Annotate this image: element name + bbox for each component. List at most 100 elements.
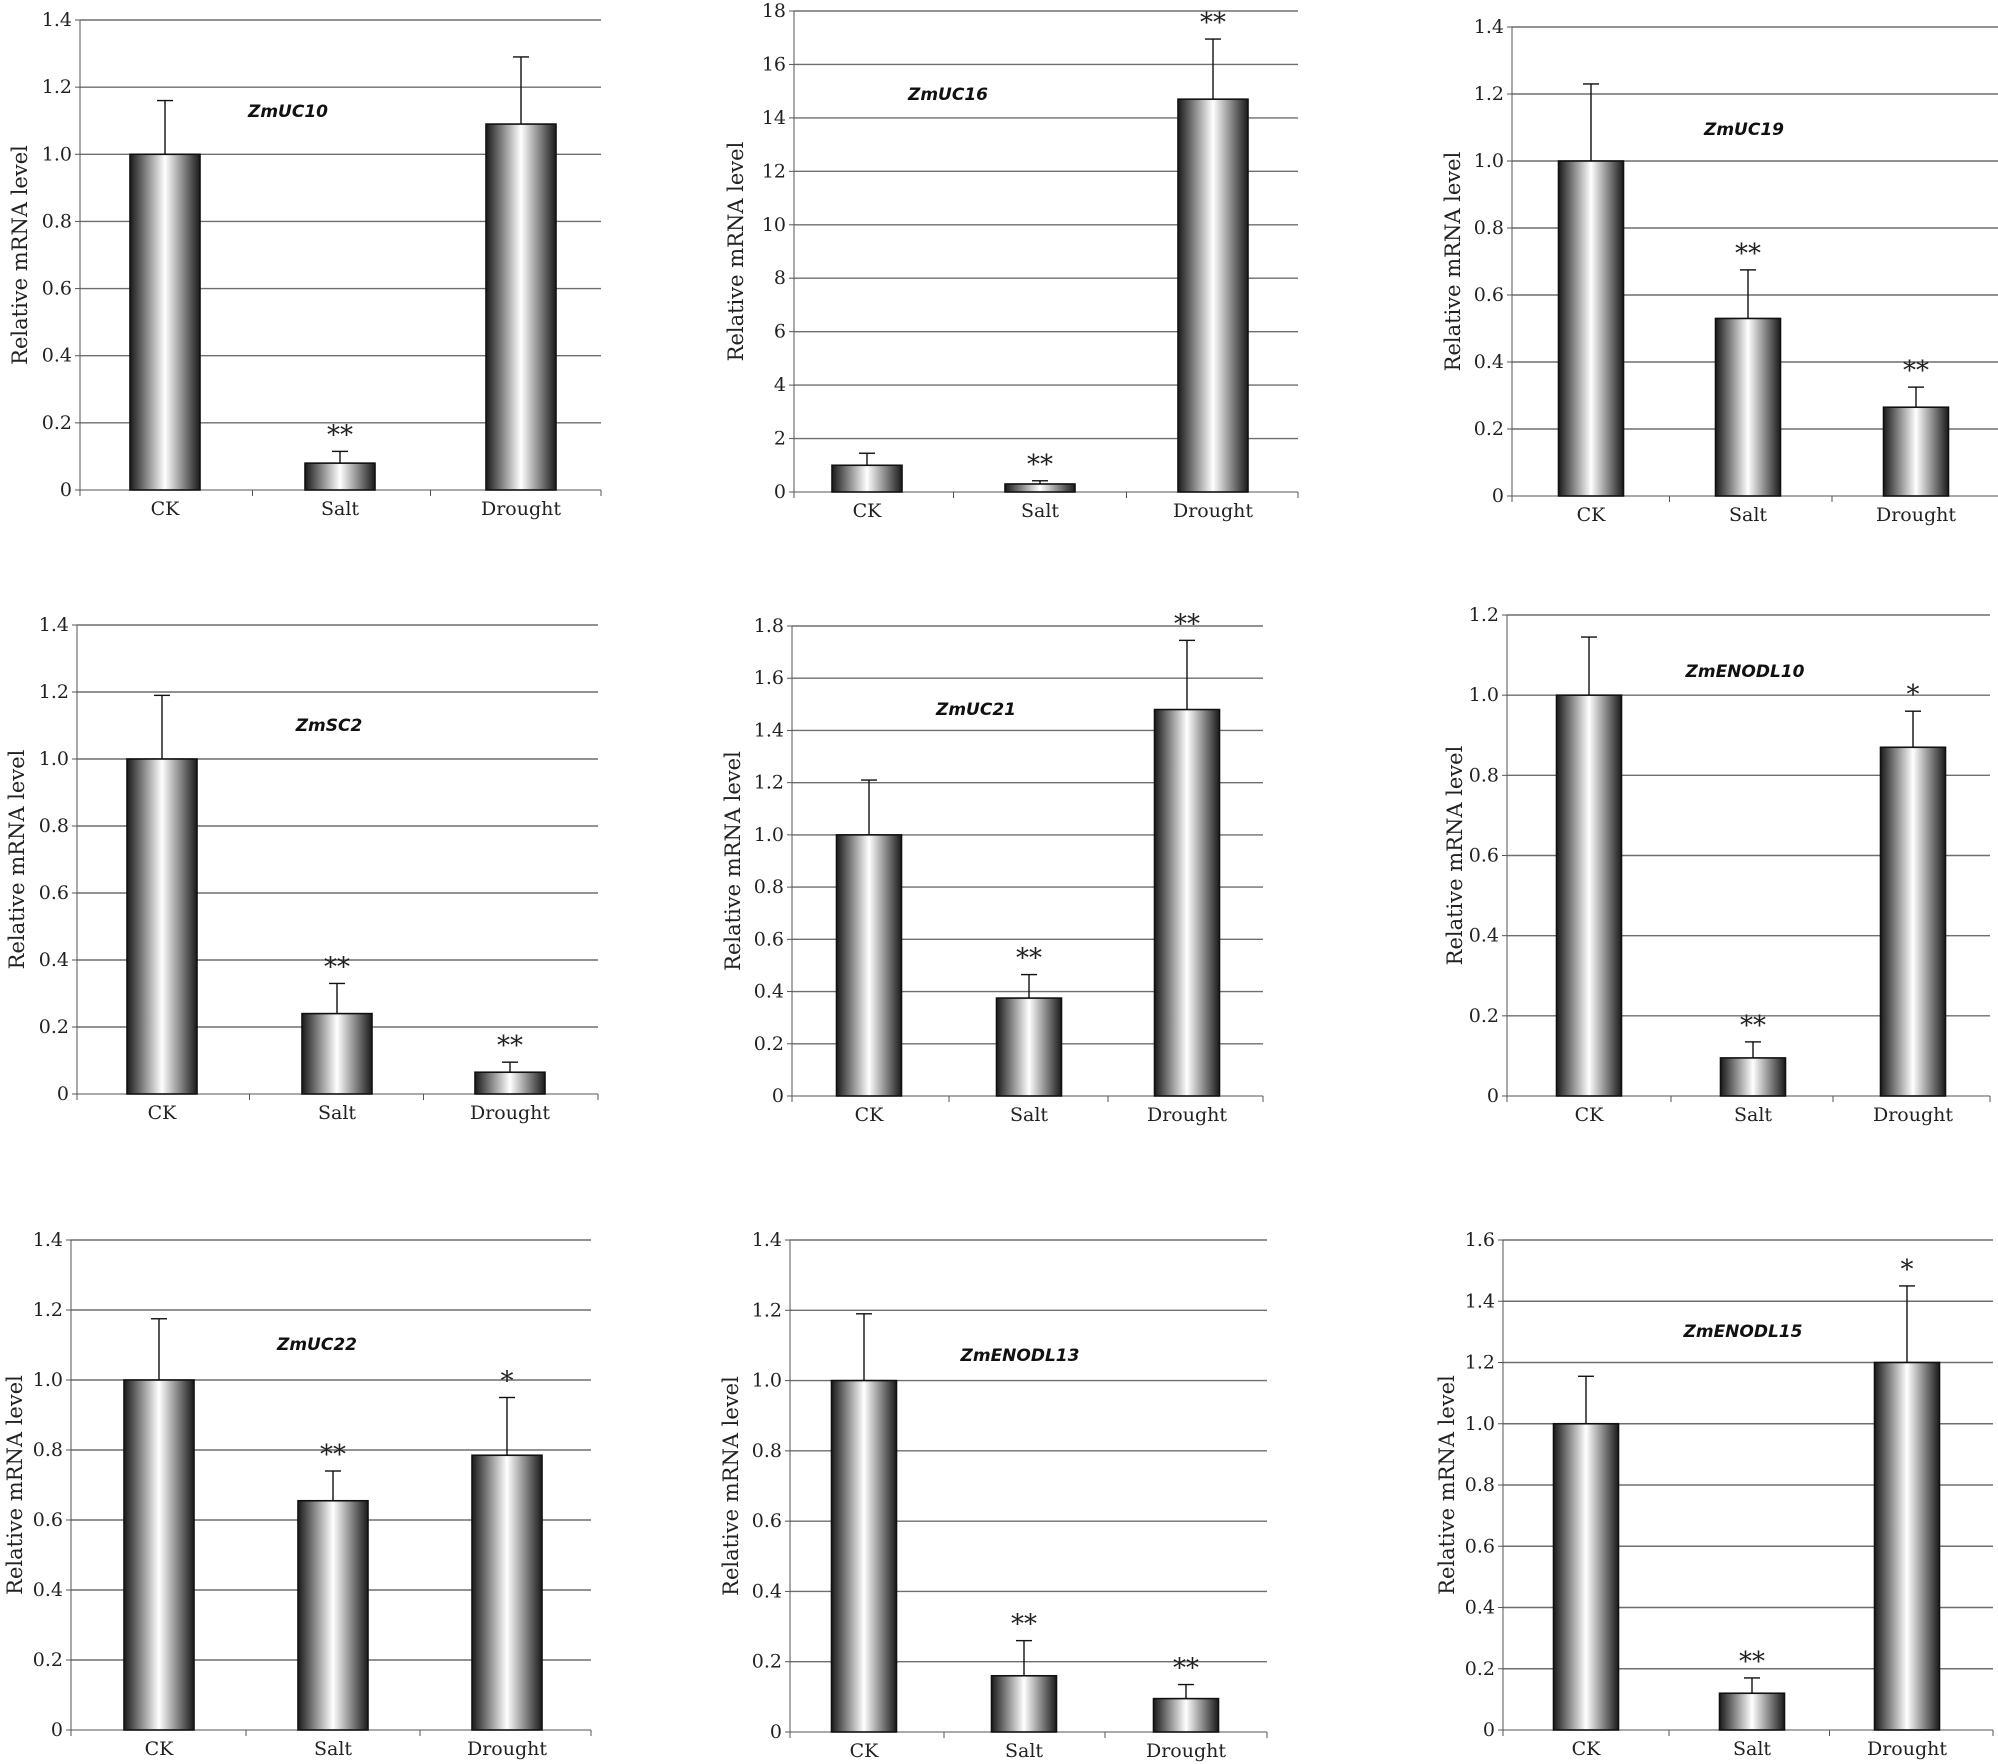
y-tick-label: 0.8 <box>39 815 69 837</box>
y-tick-label: 0 <box>772 1085 784 1107</box>
y-tick-label: 0.2 <box>752 1651 782 1673</box>
y-tick-label: 6 <box>774 321 786 343</box>
category-label-drought: Drought <box>1147 1104 1227 1126</box>
y-tick-label: 0 <box>1492 485 1504 507</box>
y-tick-label: 1.4 <box>1465 1290 1495 1312</box>
y-tick-label: 1.0 <box>1465 1413 1495 1435</box>
y-axis-label: Relative mRNA level <box>3 1375 27 1595</box>
y-tick-label: 1.6 <box>1465 1229 1495 1251</box>
y-tick-label: 1.2 <box>754 772 784 794</box>
chart-panel-zmenodl10: 0 0.2 0.4 0.6 0.8 1.0 1.2 Relative mRNA level CK… <box>1443 604 1991 1126</box>
bar-ck <box>835 834 903 1097</box>
bar-drought <box>1177 98 1249 493</box>
category-label-salt: Salt <box>1021 500 1059 522</box>
chart-panel-zmuc10: 0 0.2 0.4 0.6 0.8 1.0 1.2 1.4 Relative mRNA leve… <box>8 9 602 520</box>
y-axis-label: Relative mRNA level <box>721 751 745 971</box>
y-tick-label: 1.4 <box>1474 16 1504 38</box>
bar-salt <box>297 1499 369 1731</box>
bar-drought <box>1153 708 1221 1097</box>
y-tick-label: 0.2 <box>39 1016 69 1038</box>
y-tick-label: 0 <box>1487 1085 1499 1107</box>
chart-panel-zmuc21: 0 0.2 0.4 0.6 0.8 1.0 1.2 1.4 1.6 1.8 Relative mRN… <box>721 609 1264 1126</box>
bar-salt <box>1719 1057 1787 1097</box>
y-axis-label: Relative mRNA level <box>1441 151 1465 371</box>
y-tick-label: 0.4 <box>1465 1597 1495 1619</box>
y-axis-label: Relative mRNA level <box>719 1376 743 1596</box>
y-tick-label: 0 <box>770 1721 782 1743</box>
y-tick-label: 1.4 <box>42 9 72 31</box>
significance-mark: ** <box>1200 8 1226 38</box>
y-tick-label: 0.2 <box>1465 1658 1495 1680</box>
significance-mark: ** <box>497 1031 523 1061</box>
significance-mark: ** <box>1903 356 1929 386</box>
bar-ck <box>831 464 903 493</box>
category-label-drought: Drought <box>470 1102 550 1124</box>
significance-mark: ** <box>1174 609 1200 639</box>
significance-mark: ** <box>1027 450 1053 480</box>
y-tick-label: 1.2 <box>1465 1352 1495 1374</box>
y-tick-label: 14 <box>762 107 786 129</box>
y-tick-label: 0 <box>1483 1719 1495 1741</box>
bar-drought <box>1882 406 1950 497</box>
significance-mark: * <box>501 1367 514 1397</box>
bar-salt <box>995 997 1063 1097</box>
significance-mark: ** <box>327 420 353 450</box>
y-tick-label: 0.8 <box>1469 764 1499 786</box>
y-tick-label: 1.0 <box>33 1369 63 1391</box>
y-tick-label: 1.4 <box>752 1229 782 1251</box>
y-tick-label: 1.2 <box>752 1299 782 1321</box>
significance-mark: * <box>1907 680 1920 710</box>
y-tick-label: 1.2 <box>33 1299 63 1321</box>
chart-title: ZmUC22 <box>276 1335 357 1355</box>
category-label-ck: CK <box>148 1102 178 1124</box>
category-label-drought: Drought <box>467 1738 547 1760</box>
category-label-ck: CK <box>855 1104 885 1126</box>
y-tick-label: 12 <box>762 160 786 182</box>
category-label-ck: CK <box>145 1738 175 1760</box>
category-label-ck: CK <box>1575 1104 1605 1126</box>
bar-ck <box>1552 1422 1620 1731</box>
y-tick-label: 18 <box>762 0 786 22</box>
category-label-drought: Drought <box>1873 1104 1953 1126</box>
y-tick-label: 1.4 <box>39 614 69 636</box>
category-label-ck: CK <box>850 1740 880 1762</box>
category-label-drought: Drought <box>1173 500 1253 522</box>
bar-drought <box>1879 746 1947 1097</box>
bar-drought <box>485 123 557 491</box>
y-tick-label: 1.2 <box>1474 83 1504 105</box>
category-label-salt: Salt <box>1005 1740 1043 1762</box>
category-label-salt: Salt <box>1734 1104 1772 1126</box>
y-tick-label: 0.2 <box>42 412 72 434</box>
chart-panel-zmenodl15: 0 0.2 0.4 0.6 0.8 1.0 1.2 1.4 1.6 Relative mRNA l… <box>1435 1229 1994 1760</box>
y-tick-label: 10 <box>762 214 786 236</box>
chart-panel-zmuc22: 0 0.2 0.4 0.6 0.8 1.0 1.2 1.4 Relative mRNA leve… <box>3 1229 592 1760</box>
y-tick-label: 1.2 <box>1469 604 1499 626</box>
y-axis-label: Relative mRNA level <box>5 749 29 969</box>
y-tick-label: 1.0 <box>1469 684 1499 706</box>
y-tick-label: 0.8 <box>33 1439 63 1461</box>
significance-mark: ** <box>1740 1011 1766 1041</box>
y-tick-label: 0.6 <box>33 1509 63 1531</box>
chart-panel-zmsc2: 0 0.2 0.4 0.6 0.8 1.0 1.2 1.4 Relative mRNA leve… <box>5 614 599 1124</box>
chart-title: ZmUC16 <box>907 85 988 105</box>
y-tick-label: 0.4 <box>42 345 72 367</box>
y-tick-label: 1.2 <box>42 76 72 98</box>
bar-salt <box>304 462 376 491</box>
y-tick-label: 1.4 <box>33 1229 63 1251</box>
bar-ck <box>1555 694 1623 1097</box>
category-label-drought: Drought <box>1876 504 1956 526</box>
chart-panel-zmenodl13: 0 0.2 0.4 0.6 0.8 1.0 1.2 1.4 Relative mRNA leve… <box>719 1229 1268 1762</box>
y-tick-label: 1.8 <box>754 615 784 637</box>
bar-drought <box>474 1071 546 1095</box>
y-tick-label: 0.8 <box>752 1440 782 1462</box>
category-label-salt: Salt <box>318 1102 356 1124</box>
chart-title: ZmUC19 <box>1703 120 1784 140</box>
y-tick-label: 0.2 <box>1469 1005 1499 1027</box>
significance-mark: ** <box>1016 944 1042 974</box>
y-tick-label: 4 <box>774 374 786 396</box>
y-tick-label: 0.6 <box>1469 845 1499 867</box>
chart-title: ZmUC21 <box>935 700 1016 720</box>
bar-salt <box>1714 317 1782 497</box>
y-axis-label: Relative mRNA level <box>1443 745 1467 965</box>
significance-mark: ** <box>320 1440 346 1470</box>
